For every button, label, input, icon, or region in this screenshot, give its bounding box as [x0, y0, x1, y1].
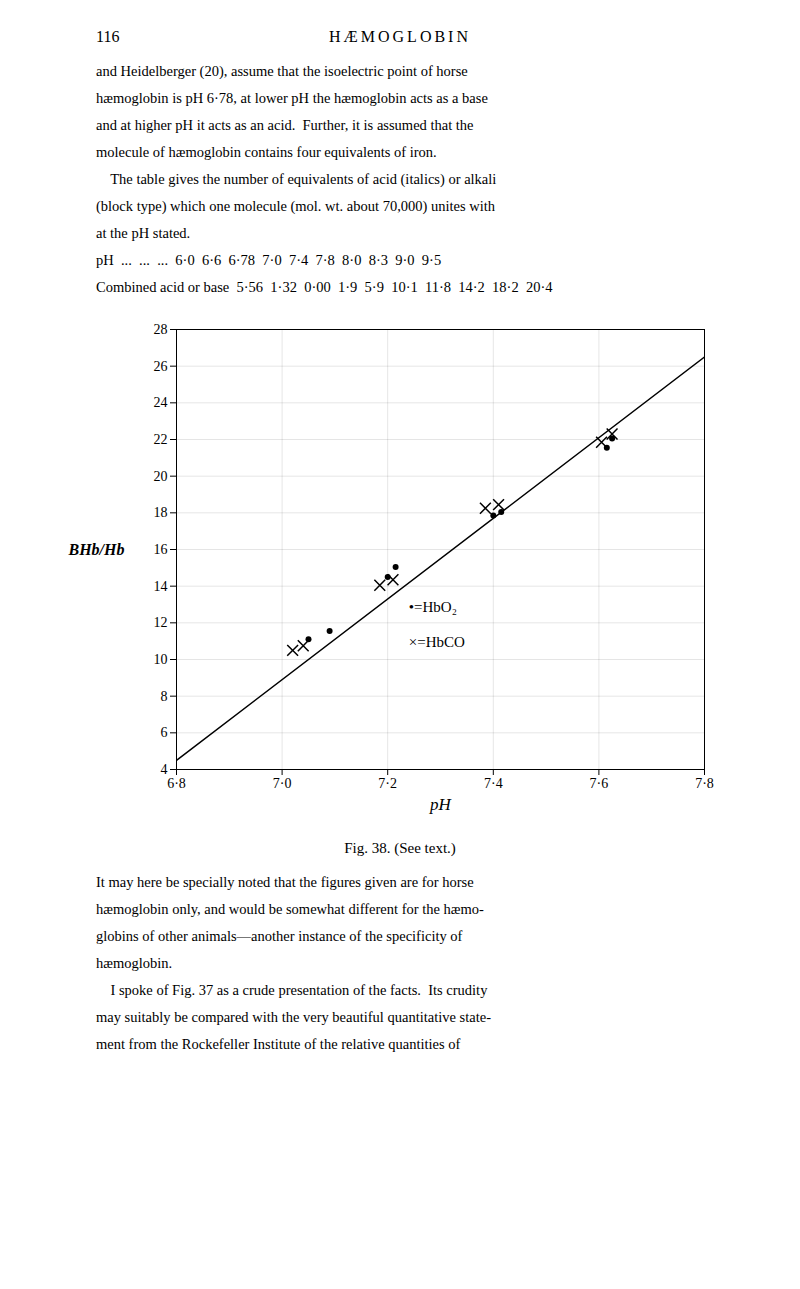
html-text:It may here be specially noted: It may here be specially noted that the … — [96, 874, 474, 890]
svg-text:20: 20 — [154, 469, 168, 484]
html-text:ment from the Rockefeller Inst: ment from the Rockefeller Institute of t… — [96, 1036, 461, 1052]
svg-text:10: 10 — [154, 652, 168, 667]
svg-text:26: 26 — [154, 359, 168, 374]
html-text:The table gives the number of: The table gives the number of equivalent… — [96, 171, 497, 187]
html-text:globins of other animals—anoth: globins of other animals—another instanc… — [96, 928, 463, 944]
svg-text:7·6: 7·6 — [590, 776, 609, 791]
html-text:pH ... ... ... 6·0 6·6 6·78 7·: pH ... ... ... 6·0 6·6 6·78 7·0 7·4 7·8 … — [96, 252, 442, 268]
html-text:hæmoglobin is pH 6·78, at lowe: hæmoglobin is pH 6·78, at lower pH the h… — [96, 90, 488, 106]
svg-text:16: 16 — [154, 542, 168, 557]
html-text:and Heidelberger (20), assume: and Heidelberger (20), assume that the i… — [96, 63, 468, 79]
html-text:hæmoglobin.: hæmoglobin. — [96, 955, 173, 971]
html-text:and at higher pH it acts as an: and at higher pH it acts as an acid. Fur… — [96, 117, 474, 133]
svg-text:7·0: 7·0 — [273, 776, 292, 791]
html-text:may suitably be compared with: may suitably be compared with the very b… — [96, 1009, 491, 1025]
svg-text:18: 18 — [154, 505, 168, 520]
html-text:I spoke of Fig. 37 as a crude: I spoke of Fig. 37 as a crude presentati… — [96, 982, 488, 998]
svg-text:7·8: 7·8 — [695, 776, 714, 791]
svg-text:8: 8 — [161, 689, 168, 704]
svg-text:14: 14 — [154, 579, 168, 594]
svg-text:4: 4 — [161, 762, 168, 777]
svg-text:•=HbO₂: •=HbO₂ — [409, 599, 457, 615]
svg-text:pH: pH — [429, 795, 453, 814]
svg-text:×=HbCO: ×=HbCO — [409, 634, 465, 650]
svg-text:28: 28 — [154, 322, 168, 337]
html-text:HÆMOGLOBIN: HÆMOGLOBIN — [329, 28, 471, 45]
svg-text:6·8: 6·8 — [167, 776, 186, 791]
svg-text:7·2: 7·2 — [378, 776, 397, 791]
html-text:molecule of hæmoglobin contain: molecule of hæmoglobin contains four equ… — [96, 144, 437, 160]
svg-text:22: 22 — [154, 432, 168, 447]
svg-text:7·4: 7·4 — [484, 776, 503, 791]
svg-text:12: 12 — [154, 615, 168, 630]
html-text:hæmoglobin only, and would be: hæmoglobin only, and would be somewhat d… — [96, 901, 484, 917]
html-text:Fig. 38. (See text.): Fig. 38. (See text.) — [344, 840, 456, 856]
svg-text:BHb/Hb: BHb/Hb — [67, 541, 124, 558]
html-text:at the pH stated.: at the pH stated. — [96, 225, 191, 241]
html-text:116: 116 — [96, 28, 120, 45]
html-text:(block type) which one molecul: (block type) which one molecule (mol. wt… — [96, 198, 496, 214]
html-text:Combined acid or base 5·56 1·3: Combined acid or base 5·56 1·32 0·00 1·9… — [96, 279, 553, 295]
svg-text:24: 24 — [154, 395, 168, 410]
svg-text:6: 6 — [161, 725, 168, 740]
